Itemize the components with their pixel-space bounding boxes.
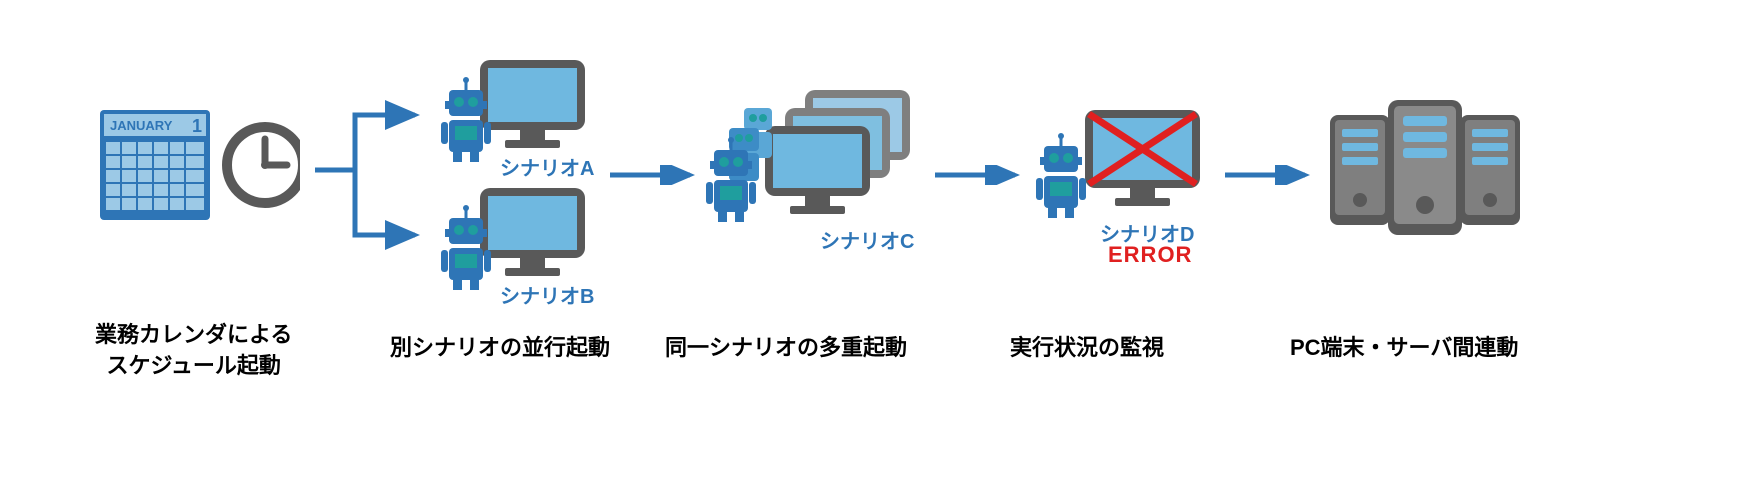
svg-text:JANUARY: JANUARY <box>110 118 173 133</box>
robot-monitor-b-icon <box>435 188 595 293</box>
label-error: ERROR <box>1108 242 1192 268</box>
robot-monitor-a-icon <box>435 60 595 165</box>
arrow-3-4 <box>935 165 1025 185</box>
arrow-branch <box>310 85 430 265</box>
stage-parallel: シナリオA <box>435 60 595 308</box>
arrow-2-3 <box>610 165 700 185</box>
caption-schedule: 業務カレンダによるスケジュール起動 <box>95 320 292 382</box>
caption-monitor: 実行状況の監視 <box>1010 330 1164 362</box>
caption-servers: PC端末・サーバ間連動 <box>1290 330 1518 362</box>
stage-servers <box>1330 95 1530 245</box>
stage-monitor: シナリオD ERROR <box>1030 110 1210 225</box>
multi-robot-monitor-icon <box>700 90 930 240</box>
label-scenario-b: シナリオB <box>500 280 594 309</box>
caption-parallel: 別シナリオの並行起動 <box>390 330 610 362</box>
robot-monitor-error-icon <box>1030 110 1210 225</box>
stage-schedule: JANUARY 1 <box>100 110 300 230</box>
calendar-clock-icon: JANUARY 1 <box>100 110 300 230</box>
arrow-4-5 <box>1225 165 1315 185</box>
label-scenario-a: シナリオA <box>500 152 594 181</box>
caption-multi: 同一シナリオの多重起動 <box>665 330 907 362</box>
stage-multi: シナリオC <box>700 90 930 240</box>
svg-text:1: 1 <box>192 116 202 136</box>
label-scenario-c: シナリオC <box>820 225 914 254</box>
servers-icon <box>1330 95 1530 245</box>
